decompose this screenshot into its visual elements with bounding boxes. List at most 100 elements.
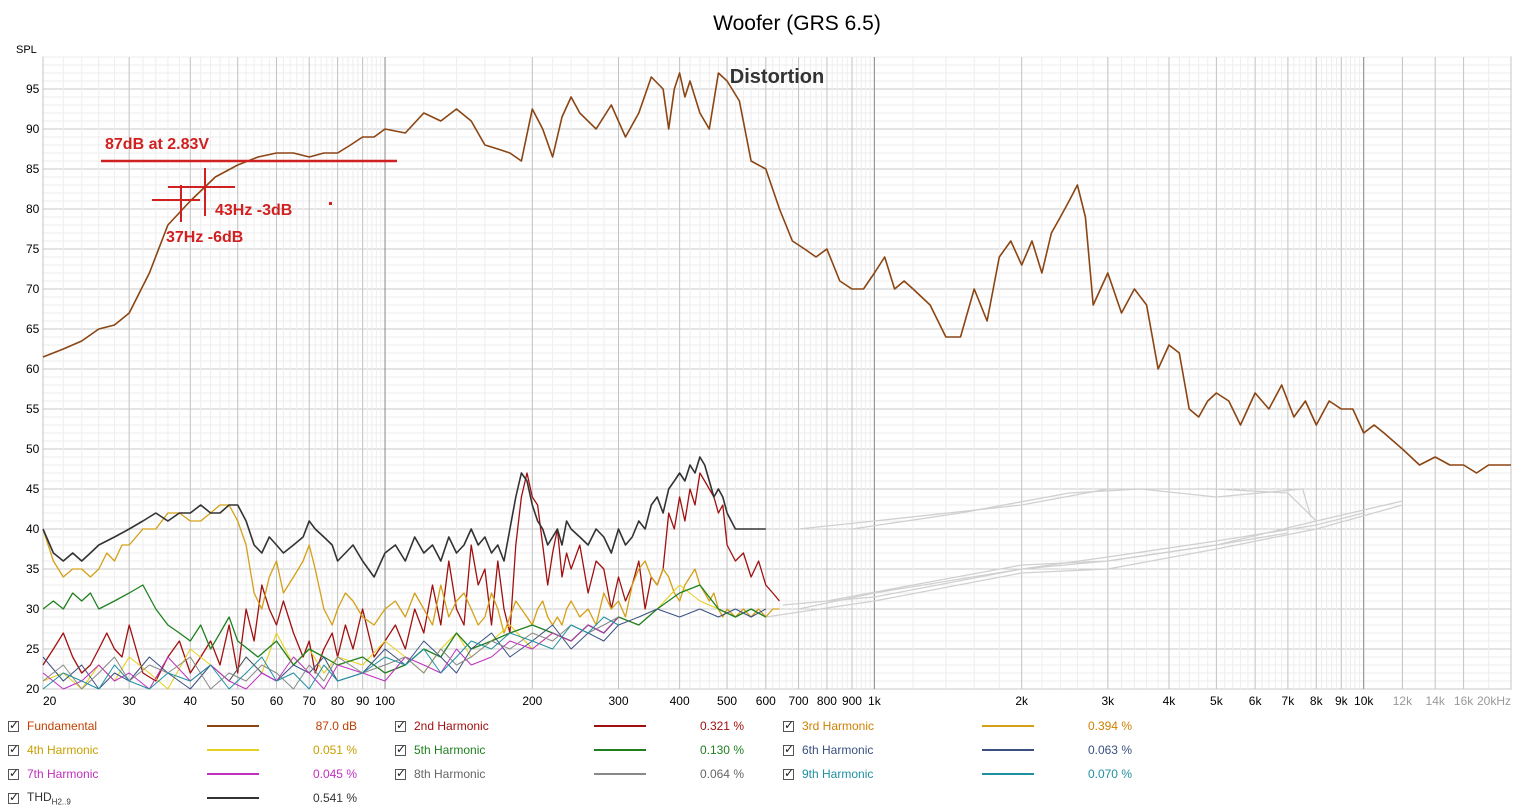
- legend: Fundamental 87.0 dB 2nd Harmonic 0.321 % 3rd…: [0, 712, 1532, 812]
- legend-label: THDH2..9: [27, 789, 71, 807]
- legend-label: 7th Harmonic: [27, 767, 99, 781]
- x-tick-label: 30: [122, 694, 136, 708]
- legend-label: 6th Harmonic: [802, 743, 874, 757]
- chart-title: Woofer (GRS 6.5): [713, 12, 881, 35]
- distortion-chart: Woofer (GRS 6.5) SPL 20 30 40 50 60 70 80 90 100…: [16, 12, 1512, 708]
- series-3rd-harmonic: [42, 504, 780, 634]
- x-tick-label: 1k: [868, 694, 882, 708]
- legend-checkbox[interactable]: [783, 742, 794, 756]
- x-tick-label: 700: [789, 694, 809, 708]
- legend-swatch: [594, 749, 646, 751]
- legend-label: 8th Harmonic: [414, 767, 486, 781]
- series-9th-harmonic: [42, 616, 619, 690]
- annotations: 87dB at 2.83V 43Hz -3dB 37Hz -6dB: [101, 136, 397, 246]
- legend-label: 9th Harmonic: [802, 767, 874, 781]
- legend-checkbox[interactable]: [395, 766, 406, 780]
- x-tick-label: 80: [331, 694, 345, 708]
- noise-trace: [798, 488, 1317, 530]
- series-fundamental: [42, 72, 1511, 474]
- y-tick-label: 45: [26, 482, 40, 496]
- legend-item[interactable]: Fundamental 87.0 dB: [8, 716, 357, 736]
- legend-item[interactable]: 6th Harmonic 0.063 %: [783, 740, 1132, 760]
- legend-item[interactable]: 8th Harmonic 0.064 %: [395, 764, 744, 784]
- x-tick-label: 100: [375, 694, 395, 708]
- legend-item[interactable]: THDH2..9 0.541 %: [8, 788, 357, 808]
- legend-value: 0.541 %: [312, 791, 357, 805]
- legend-swatch: [207, 797, 259, 799]
- legend-value: 0.321 %: [699, 719, 744, 733]
- x-tick-label: 12k: [1393, 694, 1413, 708]
- legend-value: 0.045 %: [312, 767, 357, 781]
- legend-label: 5th Harmonic: [414, 743, 486, 757]
- grid: 20 30 40 50 60 70 80 90 100 200 300 400 500 600 700 800…: [26, 56, 1512, 708]
- x-tick-label: 600: [756, 694, 776, 708]
- legend-value: 87.0 dB: [315, 719, 357, 733]
- plot-area: [42, 56, 1512, 690]
- y-tick-label: 80: [26, 202, 40, 216]
- legend-value: 0.394 %: [1087, 719, 1132, 733]
- legend-checkbox[interactable]: [395, 742, 406, 756]
- x-tick-label: 800: [817, 694, 837, 708]
- legend-checkbox[interactable]: [783, 718, 794, 732]
- x-tick-label: 4k: [1163, 694, 1177, 708]
- y-tick-label: 20: [26, 682, 40, 696]
- legend-item[interactable]: 4th Harmonic 0.051 %: [8, 740, 357, 760]
- x-tick-label: 90: [356, 694, 370, 708]
- x-tick-label: 6k: [1249, 694, 1263, 708]
- legend-item[interactable]: 5th Harmonic 0.130 %: [395, 740, 744, 760]
- legend-checkbox[interactable]: [8, 766, 19, 780]
- marker-dot: [329, 202, 332, 205]
- x-tick-label: 9k: [1335, 694, 1349, 708]
- y-tick-label: 55: [26, 402, 40, 416]
- y-tick-label: 25: [26, 642, 40, 656]
- x-tick-label: 10k: [1354, 694, 1374, 708]
- legend-checkbox[interactable]: [8, 790, 19, 804]
- x-tick-label: 900: [842, 694, 862, 708]
- noise-trace: [782, 512, 1364, 606]
- legend-swatch: [594, 725, 646, 727]
- y-tick-label: 75: [26, 242, 40, 256]
- x-tick-label: 300: [608, 694, 628, 708]
- legend-label: 3rd Harmonic: [802, 719, 875, 733]
- legend-swatch: [982, 773, 1034, 775]
- y-tick-label: 85: [26, 162, 40, 176]
- y-tick-label: 90: [26, 122, 40, 136]
- x-tick-label: 400: [670, 694, 690, 708]
- y-tick-label: 70: [26, 282, 40, 296]
- noise-trace: [765, 504, 1403, 618]
- x-tick-label: 70: [303, 694, 317, 708]
- legend-item[interactable]: 9th Harmonic 0.070 %: [783, 764, 1132, 784]
- x-tick-label: 60: [270, 694, 284, 708]
- legend-item[interactable]: 3rd Harmonic 0.394 %: [783, 716, 1132, 736]
- y-tick-label: 65: [26, 322, 40, 336]
- legend-checkbox[interactable]: [395, 718, 406, 732]
- y-tick-label: 95: [26, 82, 40, 96]
- series-2nd-harmonic: [42, 472, 780, 682]
- x-tick-label: 20kHz: [1477, 694, 1511, 708]
- legend-swatch: [207, 773, 259, 775]
- annotation-sensitivity: 87dB at 2.83V: [105, 136, 209, 153]
- legend-swatch: [207, 725, 259, 727]
- noise-trace: [826, 532, 1289, 602]
- legend-checkbox[interactable]: [8, 718, 19, 732]
- legend-value: 0.051 %: [312, 743, 357, 757]
- legend-swatch: [207, 749, 259, 751]
- x-tick-label: 8k: [1310, 694, 1324, 708]
- legend-checkbox[interactable]: [783, 766, 794, 780]
- x-tick-label: 5k: [1210, 694, 1224, 708]
- legend-item[interactable]: 2nd Harmonic 0.321 %: [395, 716, 744, 736]
- x-tick-label: 200: [522, 694, 542, 708]
- series-thd-h2-9: [42, 456, 766, 578]
- legend-item[interactable]: 7th Harmonic 0.045 %: [8, 764, 357, 784]
- y-tick-label: 30: [26, 602, 40, 616]
- annotation-f3: 43Hz -3dB: [215, 202, 292, 219]
- legend-value: 0.063 %: [1087, 743, 1132, 757]
- noise-trace: [851, 488, 1312, 530]
- x-tick-label: 3k: [1101, 694, 1115, 708]
- legend-swatch: [982, 749, 1034, 751]
- legend-label: 2nd Harmonic: [414, 719, 489, 733]
- legend-checkbox[interactable]: [8, 742, 19, 756]
- x-tick-label: 2k: [1015, 694, 1029, 708]
- legend-value: 0.064 %: [699, 767, 744, 781]
- x-tick-label: 7k: [1282, 694, 1296, 708]
